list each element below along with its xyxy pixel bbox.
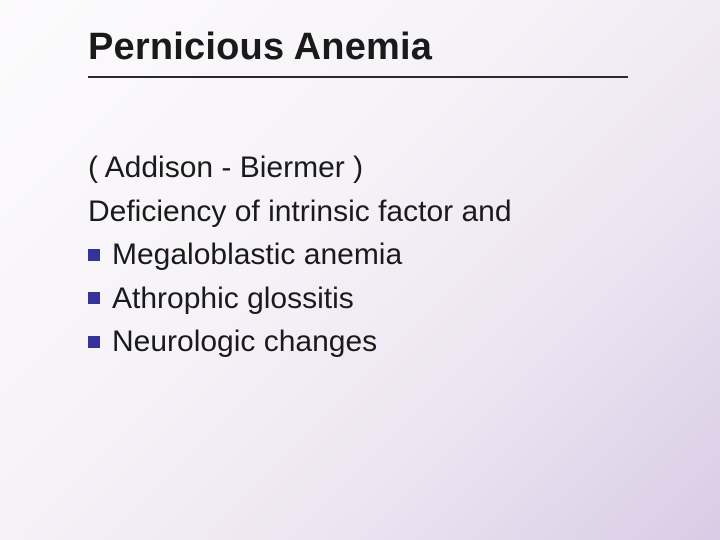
bullet-item: Athrophic glossitis (88, 277, 648, 321)
bullet-text: Athrophic glossitis (112, 277, 354, 321)
bullet-item: Megaloblastic anemia (88, 233, 648, 277)
slide-title: Pernicious Anemia (88, 26, 432, 69)
slide-body: ( Addison - Biermer ) Deficiency of intr… (88, 146, 648, 364)
square-bullet-icon (88, 249, 100, 261)
bullet-text: Megaloblastic anemia (112, 233, 402, 277)
title-underline (88, 76, 628, 78)
lead-line: Deficiency of intrinsic factor and (88, 190, 648, 234)
slide: Pernicious Anemia ( Addison - Biermer ) … (0, 0, 720, 540)
square-bullet-icon (88, 336, 100, 348)
subtitle-line: ( Addison - Biermer ) (88, 146, 648, 190)
bullet-item: Neurologic changes (88, 320, 648, 364)
bullet-text: Neurologic changes (112, 320, 377, 364)
square-bullet-icon (88, 292, 100, 304)
